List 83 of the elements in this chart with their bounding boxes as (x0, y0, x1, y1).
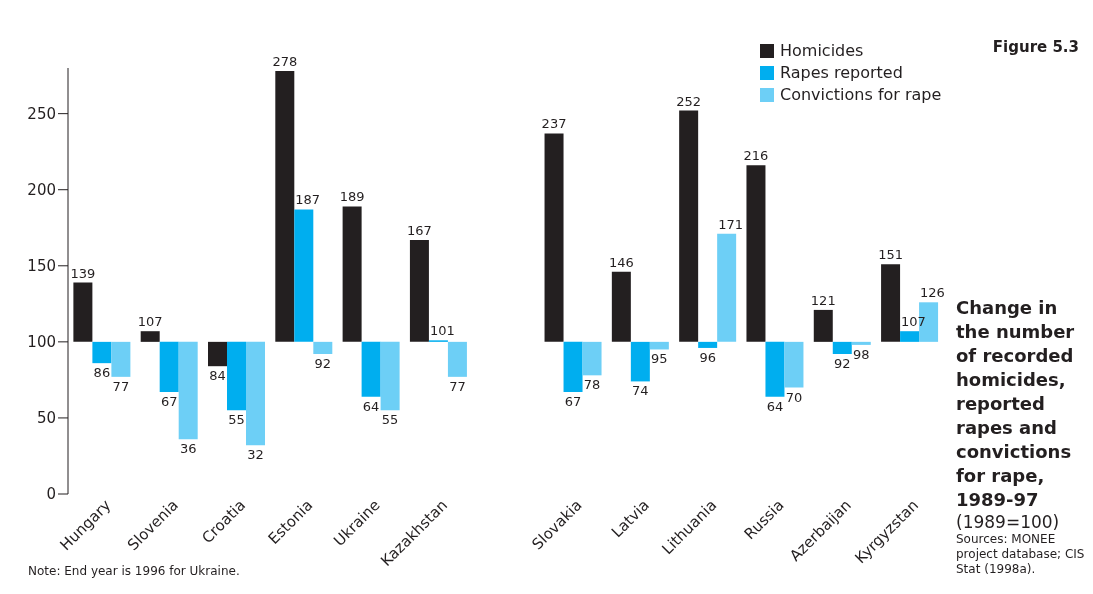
data-label: 92 (314, 356, 332, 372)
bar (447, 341, 467, 377)
legend-label: Homicides (780, 40, 864, 62)
legend-label: Convictions for rape (780, 84, 942, 106)
data-label: 74 (632, 383, 649, 399)
bar (582, 341, 602, 376)
bar (746, 165, 766, 342)
data-label: 77 (112, 378, 130, 394)
bar (881, 264, 901, 342)
data-label: 95 (651, 351, 668, 367)
data-label: 216 (743, 148, 769, 164)
data-label: 70 (785, 389, 803, 405)
data-label: 92 (834, 356, 851, 372)
bar (275, 71, 295, 342)
legend-label: Rapes reported (780, 62, 903, 84)
bar (765, 341, 785, 397)
y-tick-label: 50 (36, 409, 56, 428)
text: Note: End year is 1996 for Ukraine. (28, 564, 240, 578)
bar (73, 282, 93, 342)
bar (140, 331, 160, 342)
data-label: 189 (339, 189, 365, 205)
data-label: 151 (878, 247, 903, 263)
data-label: 171 (718, 216, 743, 232)
data-label: 64 (766, 398, 784, 414)
bar (159, 341, 179, 393)
data-label: 167 (407, 222, 432, 238)
data-label: 278 (272, 54, 298, 70)
caption: Figure 5.3 (992, 38, 1079, 56)
data-label: 98 (853, 346, 870, 362)
bar (342, 206, 362, 342)
data-label: 32 (247, 447, 264, 463)
data-label: 36 (179, 441, 197, 457)
bar (563, 341, 583, 393)
bar (409, 239, 429, 342)
bar (208, 341, 227, 367)
bar (698, 341, 718, 348)
data-label: 139 (70, 265, 96, 281)
data-label: 67 (160, 394, 178, 410)
data-label: 77 (449, 378, 466, 394)
data-label: 237 (541, 116, 567, 132)
data-label: 146 (608, 254, 634, 270)
data-label: 67 (564, 394, 582, 410)
bar (717, 233, 737, 342)
bar (784, 341, 804, 388)
data-label: 101 (429, 323, 455, 339)
data-label: 78 (583, 377, 601, 393)
data-label: 96 (699, 349, 716, 365)
bar (611, 271, 631, 342)
bar (832, 341, 852, 355)
text: (1989=100) (956, 512, 1061, 532)
bar (111, 341, 131, 377)
data-label: 187 (295, 192, 321, 208)
y-tick-label: 200 (27, 181, 56, 200)
bar (544, 133, 564, 342)
data-label: 55 (228, 412, 245, 428)
bar (900, 331, 920, 342)
bar (679, 110, 699, 342)
bar (178, 341, 198, 440)
bar (630, 341, 650, 382)
source-note: Sources: MONEE project database; CIS Stat (1998a). (956, 532, 1086, 577)
data-label: 84 (209, 368, 226, 384)
data-label: 126 (920, 285, 945, 301)
bar (380, 341, 400, 411)
data-label: 64 (362, 398, 380, 414)
y-tick-label: 0 (46, 485, 56, 504)
y-tick-label: 100 (27, 333, 56, 352)
bar (313, 341, 333, 355)
data-label: 252 (676, 93, 702, 109)
data-label: 86 (93, 365, 111, 381)
bar (92, 341, 112, 364)
y-tick-label: 150 (27, 257, 56, 276)
bar (246, 341, 265, 446)
bar (649, 341, 669, 350)
bar (361, 341, 381, 397)
bar (851, 341, 871, 345)
chart-title: Change in the number of recorded homicides, reported rapes and convictions for rape, 1989-97 (956, 297, 1075, 510)
data-label: 55 (381, 412, 399, 428)
data-label: 107 (137, 314, 163, 330)
y-tick-label: 250 (27, 104, 56, 123)
bar (813, 309, 833, 342)
bar (294, 209, 314, 342)
data-label: 121 (810, 292, 836, 308)
bar (227, 341, 246, 411)
